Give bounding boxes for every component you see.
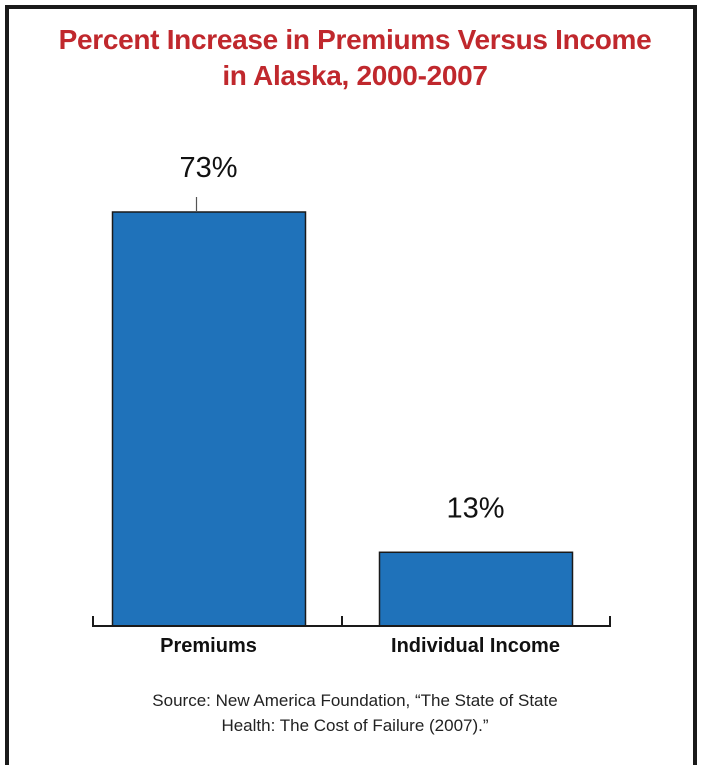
chart-title-line-1: Percent Increase in Premiums Versus Inco…: [58, 24, 652, 55]
bar-chart: 73% Premiums 13% Individual Income: [92, 152, 611, 657]
source-note: Source: New America Foundation, “The Sta…: [0, 688, 710, 738]
source-line-1: Source: New America Foundation, “The Sta…: [152, 691, 558, 710]
bar-individual-income: [378, 551, 574, 627]
category-label-1: Premiums: [160, 635, 257, 657]
value-label-1: 73%: [179, 152, 237, 184]
chart-title: Percent Increase in Premiums Versus Inco…: [0, 22, 710, 94]
chart-title-line-2: in Alaska, 2000-2007: [222, 60, 488, 91]
bar-premiums: [111, 211, 307, 627]
source-line-2: Health: The Cost of Failure (2007).”: [221, 716, 489, 735]
chart-frame: [5, 5, 697, 765]
value-label-2: 13%: [446, 492, 504, 524]
category-label-2: Individual Income: [391, 635, 560, 657]
